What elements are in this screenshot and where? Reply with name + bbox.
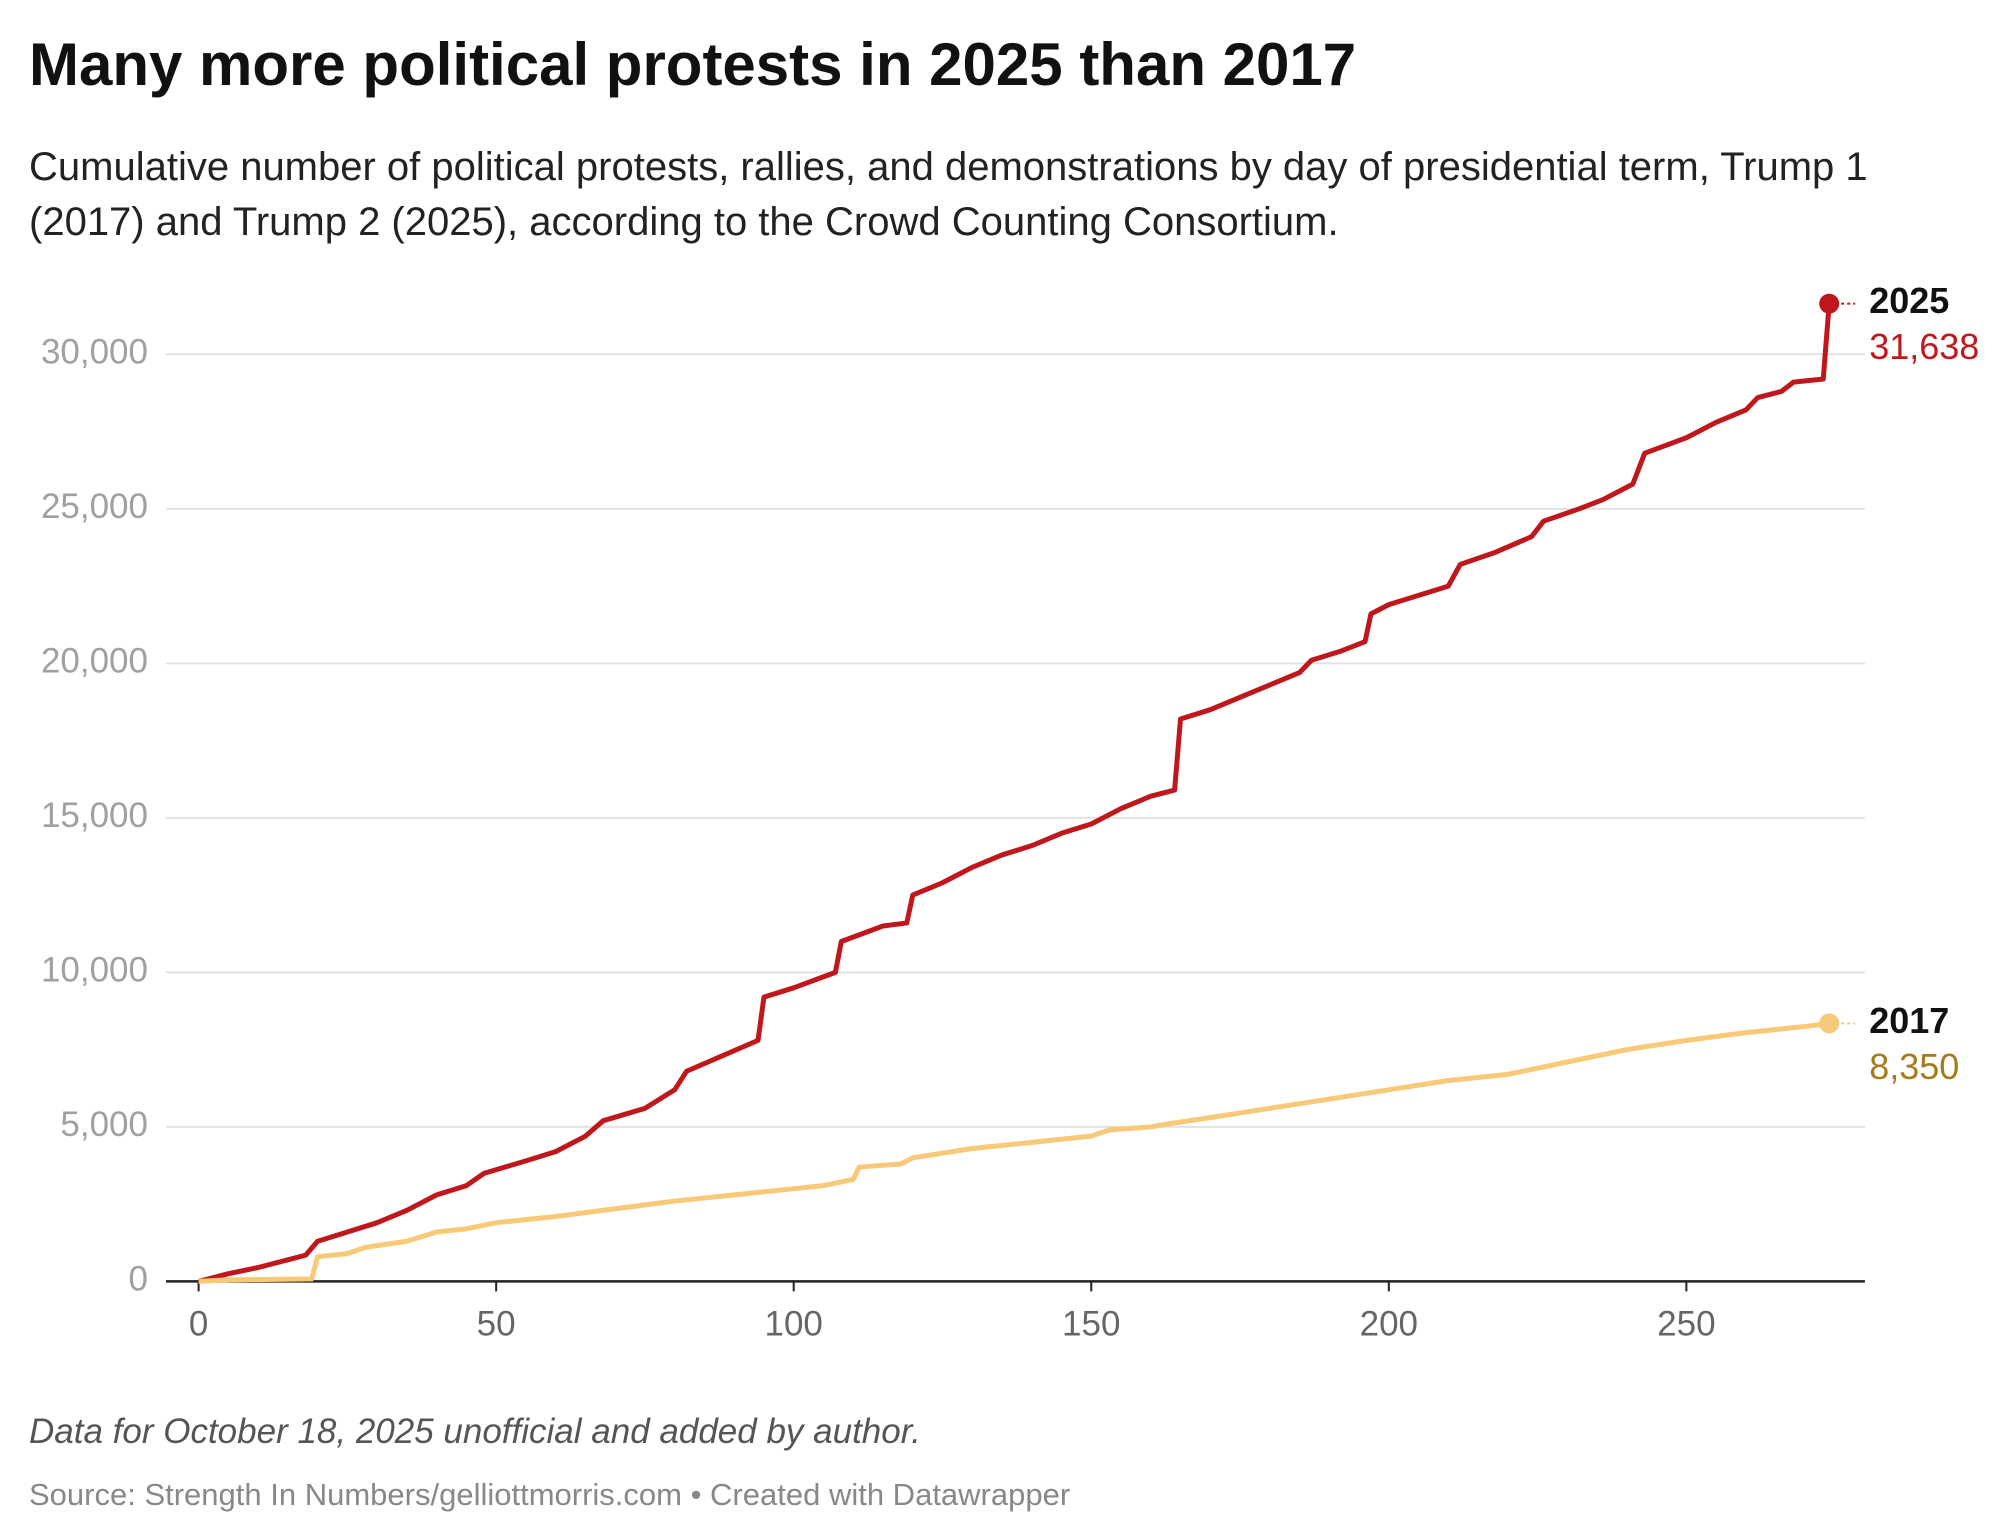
chart: 0 5,000 10,000 15,000 20,000 25,000 30,000 0 50 1… (41, 280, 1979, 1344)
end-point (1819, 1013, 1840, 1034)
x-tick-label: 250 (1657, 1305, 1715, 1344)
chart-source: Source: Strength In Numbers/gelliottmorr… (29, 1477, 1071, 1512)
end-point (1819, 293, 1840, 314)
x-tick-label: 0 (189, 1305, 208, 1344)
x-tick-label: 100 (765, 1305, 823, 1344)
chart-title: Many more political protests in 2025 tha… (29, 31, 1357, 98)
series-label: 2025 (1869, 280, 1949, 321)
chart-subtitle: Cumulative number of political protests,… (29, 145, 1868, 244)
x-tick-label: 150 (1062, 1305, 1120, 1344)
series-label: 2017 (1869, 1000, 1949, 1041)
value-label: 8,350 (1869, 1046, 1959, 1087)
y-tick-label: 15,000 (41, 796, 148, 835)
y-tick-label: 10,000 (41, 951, 148, 990)
chart-note: Data for October 18, 2025 unofficial and… (29, 1412, 921, 1451)
series-line (198, 1020, 1830, 1284)
y-tick-label: 30,000 (41, 333, 148, 372)
value-label: 31,638 (1869, 326, 1979, 367)
x-tick-label: 50 (477, 1305, 516, 1344)
y-tick-label: 20,000 (41, 642, 148, 681)
series-line (197, 303, 1832, 1284)
y-tick-label: 0 (129, 1260, 148, 1299)
y-tick-label: 5,000 (60, 1105, 148, 1144)
x-tick-label: 200 (1360, 1305, 1418, 1344)
y-tick-label: 25,000 (41, 487, 148, 526)
